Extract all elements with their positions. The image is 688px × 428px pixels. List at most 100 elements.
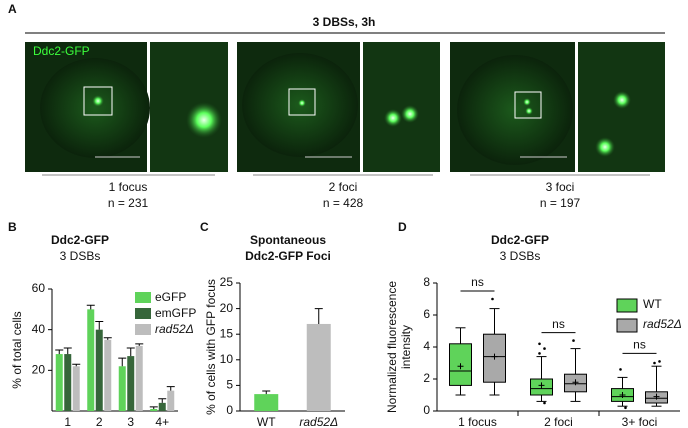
cell bbox=[40, 58, 150, 158]
focus bbox=[384, 109, 402, 127]
panel-letter: A bbox=[8, 2, 17, 16]
significance-label: ns bbox=[471, 275, 484, 289]
outlier bbox=[658, 360, 661, 363]
legend-swatch bbox=[616, 318, 638, 333]
bar bbox=[150, 408, 158, 411]
x-tick-label: 2 foci bbox=[544, 415, 573, 428]
x-tick-label: 1 focus bbox=[458, 415, 497, 428]
mean bbox=[653, 393, 660, 400]
legend-label: rad52Δ bbox=[643, 317, 682, 331]
significance-label: ns bbox=[633, 338, 646, 352]
mean bbox=[619, 392, 626, 398]
y-tick-label: 10 bbox=[220, 352, 234, 366]
legend-label: emGFP bbox=[155, 306, 196, 320]
outlier bbox=[619, 368, 622, 371]
y-tick-label: 20 bbox=[32, 363, 46, 377]
error-bar bbox=[63, 347, 72, 355]
outlier bbox=[538, 342, 541, 346]
legend-swatch bbox=[135, 308, 151, 319]
focus bbox=[186, 102, 222, 138]
microscopy-images bbox=[25, 42, 665, 172]
error-bar bbox=[118, 357, 127, 367]
focus bbox=[92, 95, 104, 107]
mean bbox=[538, 382, 545, 389]
zoom-box bbox=[514, 91, 542, 119]
bar bbox=[254, 394, 279, 411]
focus bbox=[523, 98, 531, 106]
group-count: n = 197 bbox=[540, 196, 581, 210]
chart-title: Ddc2-GFP bbox=[491, 233, 549, 247]
bar bbox=[55, 354, 63, 411]
y-tick-label: 4 bbox=[423, 339, 430, 353]
error-bar bbox=[95, 321, 104, 330]
x-tick-label: 2 bbox=[96, 415, 103, 428]
legend-label: eGFP bbox=[155, 290, 186, 304]
y-axis-label: Normalized fluorescenceintensity bbox=[385, 281, 413, 413]
group-count: n = 428 bbox=[323, 196, 364, 210]
outlier bbox=[653, 361, 656, 365]
outlier bbox=[491, 297, 494, 301]
image-label: Ddc2-GFP bbox=[33, 44, 90, 58]
y-tick-label: 5 bbox=[226, 378, 233, 392]
x-tick-label: 3 bbox=[127, 415, 134, 428]
focus bbox=[525, 107, 533, 115]
bar bbox=[104, 339, 112, 411]
focus bbox=[401, 105, 419, 123]
x-tick-label: 3+ foci bbox=[622, 415, 658, 428]
panel-title: 3 DBSs, 3h bbox=[313, 15, 376, 29]
y-axis-label: % of total cells bbox=[10, 311, 24, 388]
chart-title: Ddc2-GFP bbox=[51, 233, 109, 247]
mean bbox=[491, 353, 498, 360]
panel-letter: B bbox=[8, 220, 17, 234]
group-label: 3 foci bbox=[546, 180, 575, 194]
zoom-image bbox=[363, 42, 440, 172]
error-bar bbox=[86, 304, 95, 310]
outlier bbox=[572, 339, 575, 342]
group-count: n = 231 bbox=[108, 196, 149, 210]
error-bar bbox=[158, 398, 167, 403]
error-bar bbox=[149, 406, 158, 409]
focus bbox=[298, 99, 306, 107]
y-tick-label: 6 bbox=[423, 307, 430, 321]
error-bar bbox=[262, 390, 271, 395]
legend-label: WT bbox=[643, 297, 662, 311]
bar bbox=[64, 354, 72, 411]
outlier bbox=[543, 347, 546, 350]
panel-letter: C bbox=[200, 220, 209, 234]
x-tick-label: 4+ bbox=[155, 415, 169, 428]
significance-label: ns bbox=[552, 317, 565, 331]
focus bbox=[613, 91, 631, 109]
error-bar bbox=[55, 349, 64, 355]
legend-label: rad52Δ bbox=[155, 322, 194, 336]
chart-subtitle: 3 DSBs bbox=[60, 249, 101, 263]
legend-swatch bbox=[135, 292, 151, 303]
bar bbox=[306, 323, 331, 411]
bar bbox=[72, 366, 80, 411]
y-tick-label: 60 bbox=[32, 281, 46, 295]
error-bar bbox=[72, 363, 81, 367]
error-bar bbox=[103, 337, 112, 340]
y-tick-label: 0 bbox=[423, 403, 430, 417]
y-tick-label: 40 bbox=[32, 322, 46, 336]
bar bbox=[95, 329, 103, 411]
x-tick-label: WT bbox=[257, 415, 276, 428]
chart-subtitle: Ddc2-GFP Foci bbox=[245, 249, 331, 263]
y-tick-label: 0 bbox=[226, 403, 233, 417]
bar bbox=[118, 366, 126, 411]
x-tick-label: rad52Δ bbox=[299, 415, 338, 428]
panel-letter: D bbox=[398, 220, 407, 234]
mean bbox=[457, 363, 464, 370]
focus bbox=[595, 137, 615, 157]
group-label: 2 foci bbox=[329, 180, 358, 194]
y-tick-label: 25 bbox=[220, 275, 234, 289]
mean bbox=[572, 379, 579, 386]
error-bar bbox=[314, 308, 323, 324]
bar bbox=[158, 402, 166, 411]
y-tick-label: 8 bbox=[423, 275, 430, 289]
legend-swatch bbox=[616, 298, 638, 313]
y-tick-label: 15 bbox=[220, 326, 234, 340]
outlier bbox=[538, 352, 541, 355]
bar bbox=[135, 345, 143, 411]
error-bar bbox=[166, 386, 175, 391]
